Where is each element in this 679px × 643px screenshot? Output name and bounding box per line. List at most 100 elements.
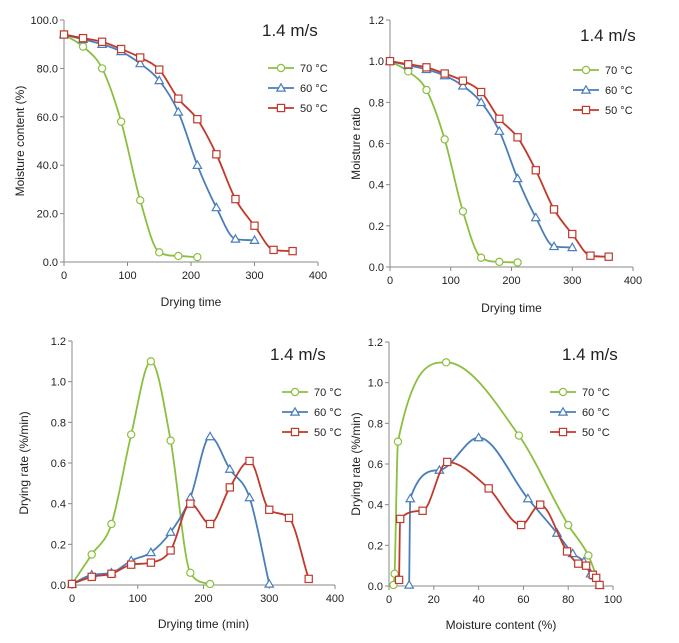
legend-label: 70 °C — [582, 387, 610, 399]
x-axis-label: Moisture content (%) — [446, 618, 557, 632]
y-tick-label: 0.2 — [369, 221, 384, 233]
legend-label: 50 °C — [300, 103, 328, 115]
series-triangle — [58, 29, 260, 244]
y-tick-label: 0.0 — [368, 581, 383, 593]
series-circle — [59, 30, 202, 262]
data-point — [78, 33, 88, 43]
series-square — [67, 456, 313, 589]
y-tick-label: 0.4 — [51, 499, 66, 511]
chart-title: 1.4 m/s — [262, 21, 318, 40]
data-point — [584, 551, 593, 560]
data-point — [204, 431, 216, 441]
data-point — [405, 493, 416, 503]
y-tick-label: 100.0 — [30, 15, 58, 27]
data-point — [87, 572, 96, 582]
data-point — [495, 114, 504, 123]
legend-entry: 60 °C — [268, 82, 328, 95]
x-tick-label: 100 — [442, 275, 460, 287]
data-point — [146, 558, 156, 567]
legend-label: 60 °C — [582, 407, 610, 419]
legend-entry: 70 °C — [573, 65, 633, 77]
legend-marker — [580, 84, 592, 94]
data-point — [514, 431, 524, 440]
data-point — [418, 506, 427, 515]
y-tick-label: 0.0 — [369, 262, 384, 274]
data-point — [516, 520, 526, 530]
data-point — [231, 194, 240, 204]
data-point — [116, 44, 126, 54]
data-point — [567, 242, 578, 252]
legend-marker — [290, 427, 300, 437]
series-square — [394, 457, 604, 590]
data-point — [126, 430, 136, 439]
x-tick-label: 200 — [194, 593, 212, 605]
data-point — [586, 251, 595, 260]
series-line — [408, 436, 601, 586]
y-tick-label: 0.8 — [369, 97, 384, 109]
data-point — [174, 251, 183, 261]
data-point — [404, 60, 413, 69]
legend-marker — [581, 105, 591, 115]
data-point — [441, 358, 451, 367]
data-point — [87, 550, 96, 559]
series-line — [392, 361, 601, 586]
series-line — [63, 33, 255, 242]
legend-label: 60 °C — [300, 83, 328, 95]
legend-entry: 70 °C — [550, 387, 610, 399]
data-point — [494, 125, 505, 135]
y-tick-label: 0.0 — [51, 580, 66, 592]
data-point — [530, 212, 542, 222]
data-point — [595, 580, 604, 590]
series-circle — [385, 56, 522, 267]
data-point — [225, 483, 234, 492]
data-point — [513, 258, 522, 267]
data-point — [284, 513, 294, 523]
x-tick-label: 0 — [386, 594, 392, 606]
chart-title: 1.4 m/s — [562, 345, 618, 364]
data-point — [604, 252, 613, 261]
data-point — [107, 569, 116, 579]
legend-label: 50 °C — [582, 427, 610, 439]
legend-entry: 50 °C — [573, 105, 633, 117]
data-point — [562, 547, 572, 556]
chart-panel-4: 0.0 0.2 0.4 0.6 0.8 1.0 1.2 0 20 40 60 80 100 Moistur… — [349, 337, 622, 632]
x-tick-label: 200 — [182, 270, 200, 282]
data-point — [250, 221, 259, 230]
x-tick-label: 400 — [624, 275, 642, 287]
x-tick-label: 400 — [326, 593, 344, 605]
legend-marker — [275, 82, 287, 92]
data-point — [522, 493, 534, 503]
x-tick-label: 0 — [69, 593, 75, 605]
y-tick-label: 80.0 — [37, 63, 58, 75]
data-point — [574, 559, 583, 568]
series-line — [71, 360, 211, 585]
data-point — [495, 257, 504, 267]
series-line — [389, 60, 518, 264]
data-point — [265, 505, 274, 514]
data-point — [443, 457, 452, 467]
series-triangle — [66, 431, 275, 588]
x-tick-label: 400 — [309, 270, 327, 282]
y-tick-label: 1.0 — [368, 378, 383, 390]
legend-marker — [581, 65, 591, 75]
data-point — [531, 166, 541, 175]
data-point — [249, 234, 260, 244]
data-point — [245, 456, 254, 466]
series-line — [71, 435, 271, 585]
data-point — [581, 561, 591, 570]
x-tick-label: 100 — [118, 270, 136, 282]
x-tick-label: 0 — [387, 275, 393, 287]
data-point — [116, 117, 126, 126]
data-point — [568, 229, 577, 239]
data-point — [548, 241, 560, 251]
series-square — [385, 56, 613, 261]
legend-marker — [558, 387, 568, 397]
legend-entry: 50 °C — [268, 103, 328, 115]
legend-label: 70 °C — [314, 387, 342, 399]
data-point — [476, 253, 486, 262]
y-tick-label: 0.8 — [51, 417, 66, 429]
data-point — [166, 546, 175, 555]
data-point — [135, 196, 145, 205]
data-point — [512, 173, 523, 183]
